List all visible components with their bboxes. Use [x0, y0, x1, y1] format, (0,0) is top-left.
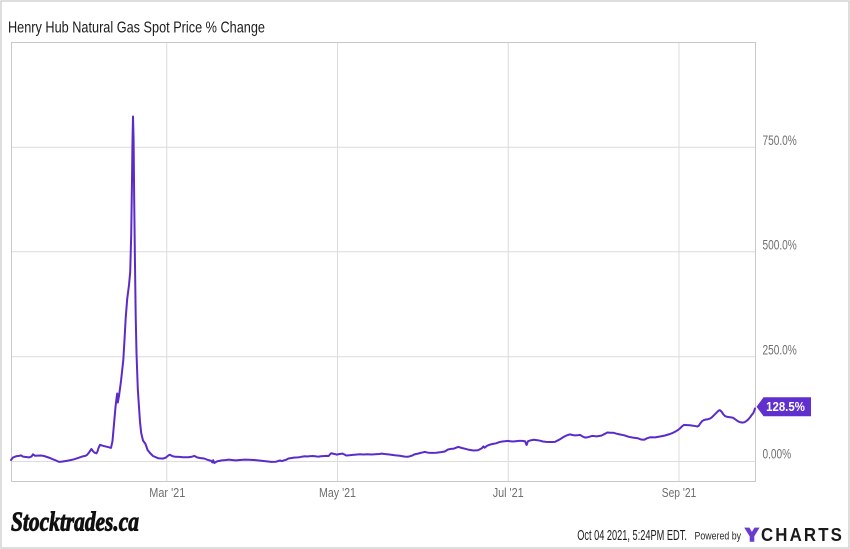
svg-text:Henry Hub Natural Gas Spot Pri: Henry Hub Natural Gas Spot Price % Chang…: [8, 20, 265, 37]
svg-text:May '21: May '21: [319, 485, 356, 500]
svg-text:500.0%: 500.0%: [763, 238, 797, 253]
svg-text:Jul '21: Jul '21: [493, 485, 524, 500]
svg-text:CHARTS: CHARTS: [761, 525, 844, 545]
svg-text:Powered by: Powered by: [695, 530, 742, 542]
svg-text:Stocktrades.ca: Stocktrades.ca: [11, 507, 139, 537]
svg-text:Oct 04 2021, 5:24PM EDT.: Oct 04 2021, 5:24PM EDT.: [577, 528, 687, 544]
svg-text:Sep '21: Sep '21: [662, 485, 697, 500]
svg-text:128.5%: 128.5%: [766, 400, 805, 414]
svg-text:Mar '21: Mar '21: [149, 485, 185, 500]
svg-text:750.0%: 750.0%: [763, 133, 797, 148]
svg-text:0.00%: 0.00%: [763, 447, 792, 462]
svg-text:250.0%: 250.0%: [763, 343, 797, 358]
